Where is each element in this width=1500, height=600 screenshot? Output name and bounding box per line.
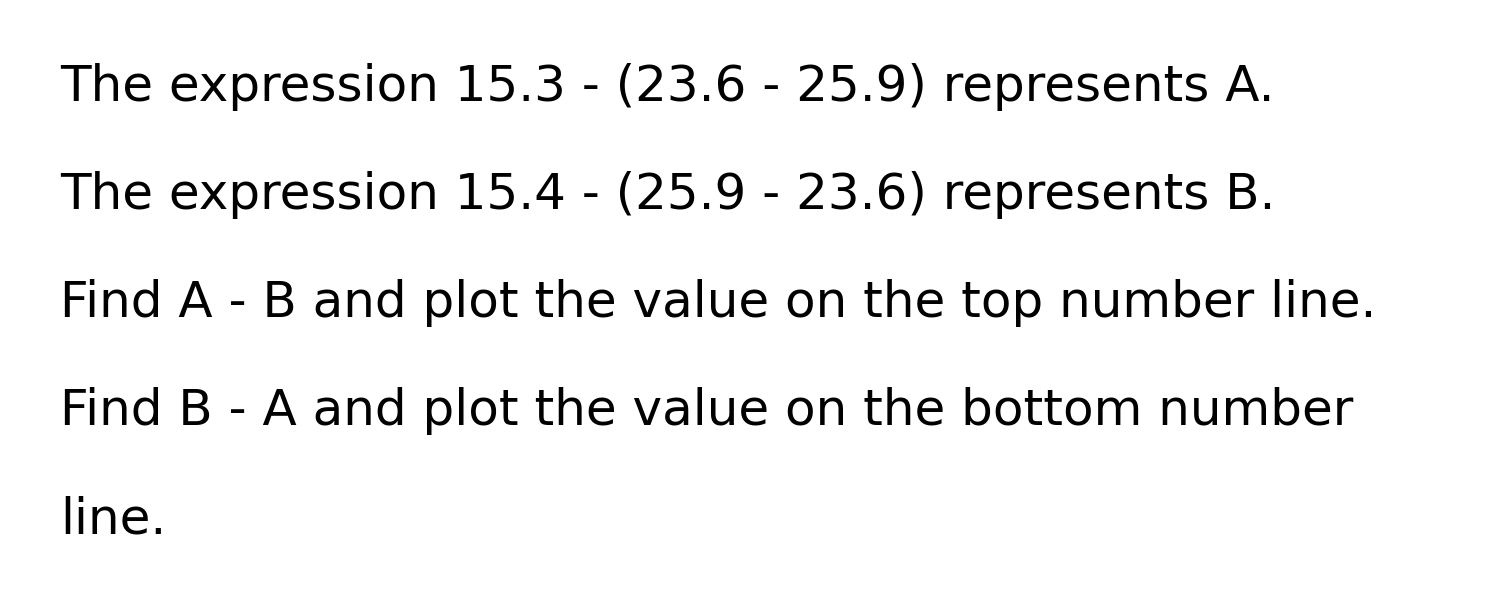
Text: The expression 15.3 - (23.6 - 25.9) represents A.: The expression 15.3 - (23.6 - 25.9) repr… bbox=[60, 63, 1275, 111]
Text: line.: line. bbox=[60, 495, 166, 543]
Text: Find B - A and plot the value on the bottom number: Find B - A and plot the value on the bot… bbox=[60, 387, 1353, 435]
Text: Find A - B and plot the value on the top number line.: Find A - B and plot the value on the top… bbox=[60, 279, 1377, 327]
Text: The expression 15.4 - (25.9 - 23.6) represents B.: The expression 15.4 - (25.9 - 23.6) repr… bbox=[60, 171, 1275, 219]
